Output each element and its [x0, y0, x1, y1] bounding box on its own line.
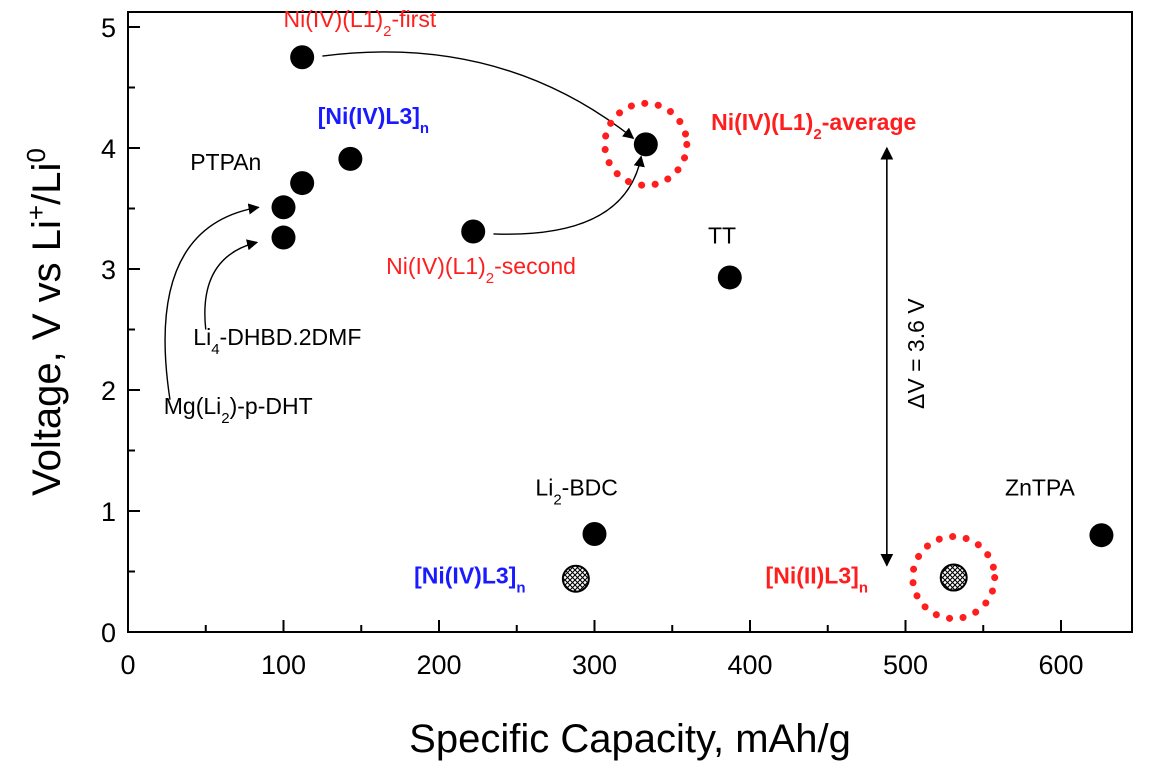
arrow-first-to-average: [322, 51, 635, 140]
point-ni-iv-l1-2-first: [290, 45, 315, 70]
x-tick-label: 100: [261, 650, 306, 680]
y-axis: 0 1 2 3 4 5: [101, 13, 140, 648]
point-ni-iv-l1-2-second: [461, 219, 486, 244]
label-zntpa: ZnTPA: [1005, 474, 1076, 500]
x-tick-label: 200: [416, 650, 461, 680]
data-points: [271, 45, 1114, 593]
y-tick-label: 1: [101, 497, 116, 527]
point-li4-dhbd-2dmf: [271, 225, 296, 250]
label-ni-iv-l3-n-high: [Ni(IV)L3]n: [318, 103, 429, 137]
plot-frame: [127, 11, 1133, 633]
highlight-circles: [601, 99, 999, 623]
point-tt: [717, 265, 742, 290]
point-ni-ii-l3-n: [939, 563, 968, 592]
y-tick-label: 4: [101, 134, 116, 164]
point-zntpa: [1089, 523, 1114, 548]
highlight-ring-ni-ii-l3-n: [909, 533, 999, 623]
x-tick-label: 300: [572, 650, 617, 680]
point-ptpan: [290, 171, 315, 196]
point-mg-li2-p-dht: [271, 195, 296, 220]
point-ni-iv-l3-n-high: [338, 146, 363, 171]
label-mg-li2-p-dht: Mg(Li2)-p-DHT: [164, 393, 313, 427]
label-ni-iv-l1-2-average: Ni(IV)(L1)2-average: [711, 109, 916, 143]
point-li2-bdc: [582, 521, 607, 546]
label-tt: TT: [708, 223, 736, 249]
y-axis-title: Voltage, V vs Li+/Li0: [21, 148, 69, 496]
arrow-second-to-average: [493, 155, 645, 235]
y-tick-label: 3: [101, 255, 116, 285]
label-ni-iv-l1-2-first: Ni(IV)(L1)2-first: [284, 6, 437, 40]
label-ptpan: PTPAn: [190, 149, 261, 175]
x-tick-label: 0: [120, 650, 135, 680]
label-ni-iv-l1-2-second: Ni(IV)(L1)2-second: [386, 253, 576, 287]
point-ni-iv-l3-n-low: [561, 564, 590, 593]
highlight-ring-ni-iv-l1-2-average: [601, 99, 691, 189]
x-tick-label: 400: [727, 650, 772, 680]
y-tick-label: 0: [101, 618, 116, 648]
label-li4-dhbd-2dmf: Li4-DHBD.2DMF: [193, 324, 361, 358]
y-axis-title-main: Voltage, V vs Li: [25, 220, 69, 496]
y-axis-title-sup1: +: [21, 205, 51, 220]
point-labels: Ni(IV)(L1)2-first [Ni(IV)L3]n PTPAn Ni(IV)(…: [164, 6, 1076, 596]
y-tick-label: 2: [101, 376, 116, 406]
arrow-li4-to-lower: [204, 239, 259, 330]
x-tick-label: 600: [1038, 650, 1083, 680]
x-axis-title: Specific Capacity, mAh/g: [409, 717, 851, 761]
x-tick-label: 500: [883, 650, 928, 680]
label-li2-bdc: Li2-BDC: [535, 474, 617, 508]
x-axis: 0 100 200 300 400 500 600: [120, 620, 1084, 680]
y-tick-label: 5: [101, 13, 116, 43]
axes-box: [127, 11, 1133, 633]
annotation-arrows: [164, 51, 894, 567]
point-ni-iv-l1-2-average: [633, 132, 658, 157]
arrow-mg-to-upper: [164, 203, 260, 400]
label-ni-iv-l3-n-low: [Ni(IV)L3]n: [414, 563, 525, 597]
label-delta-v: ΔV = 3.6 V: [903, 298, 929, 409]
label-ni-ii-l3-n: [Ni(II)L3]n: [766, 563, 868, 597]
y-axis-title-mid: /Li: [25, 163, 69, 205]
y-axis-title-sup2: 0: [21, 148, 51, 162]
